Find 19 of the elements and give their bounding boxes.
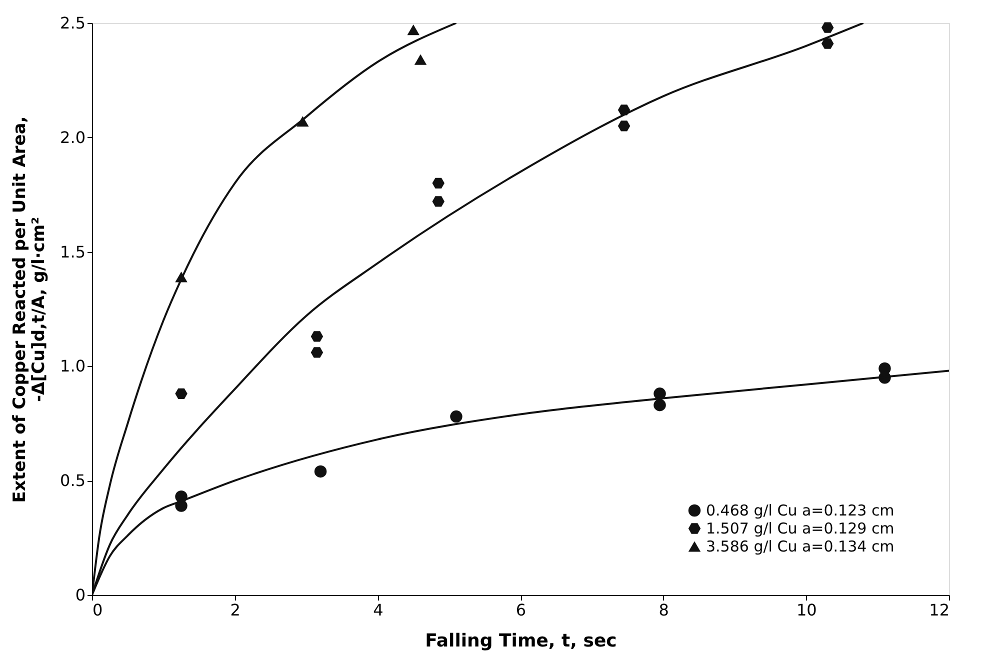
text: -Δ[Cu]d,t/A, g/l·cm² (29, 216, 50, 402)
x-axis-title: Falling Time, t, sec (425, 630, 617, 652)
x-tick-label: 2 (230, 600, 240, 620)
x-tick-label: 6 (516, 600, 526, 620)
x-tick-label: 8 (658, 600, 669, 620)
legend-label: 1.507 g/l Cu a=0.129 cm (706, 520, 894, 538)
legend-label: 3.586 g/l Cu a=0.134 cm (706, 538, 894, 556)
legend-label: 0.468 g/l Cu a=0.123 cm (706, 502, 894, 520)
x-tick-label: 4 (373, 600, 384, 620)
y-tick-label: 0 (75, 586, 86, 604)
y-tick-label: 1.5 (60, 242, 86, 262)
x-tick-label: 0 (92, 600, 103, 620)
x-tick-label: 12 (929, 600, 950, 620)
y-tick-label: 2.0 (60, 128, 86, 147)
y-tick-label: 1.0 (60, 356, 86, 376)
y-tick-label: 0.5 (60, 471, 86, 490)
y-tick-label: 2.5 (60, 14, 86, 32)
x-tick-label: 10 (796, 600, 817, 620)
text: Extent of Copper Reacted per Unit Area, (10, 116, 30, 503)
